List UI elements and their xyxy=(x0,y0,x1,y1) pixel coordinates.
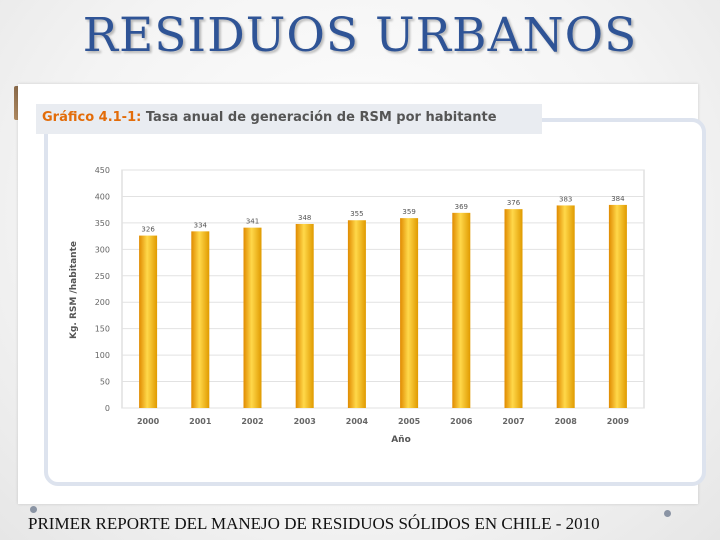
x-tick-label: 2002 xyxy=(241,417,263,426)
data-label: 359 xyxy=(402,208,415,216)
y-tick-label: 50 xyxy=(100,378,110,387)
bar xyxy=(139,235,158,408)
y-tick-label: 400 xyxy=(95,192,110,201)
x-tick-label: 2007 xyxy=(502,417,524,426)
figure-caption: Gráfico 4.1-1: Tasa anual de generación … xyxy=(42,110,497,125)
y-tick-label: 450 xyxy=(95,166,110,175)
decor-dot-left xyxy=(30,506,37,513)
x-tick-label: 2001 xyxy=(189,417,212,426)
x-tick-label: 2004 xyxy=(346,417,369,426)
bar xyxy=(243,227,262,408)
bar xyxy=(452,212,471,408)
bar xyxy=(504,209,523,408)
x-tick-label: 2003 xyxy=(294,417,316,426)
figure-caption-text: Tasa anual de generación de RSM por habi… xyxy=(145,110,497,125)
bar xyxy=(347,220,366,408)
data-label: 334 xyxy=(194,221,208,229)
y-tick-label: 300 xyxy=(95,245,110,254)
data-label: 369 xyxy=(455,203,468,211)
y-axis-label: Kg. RSM /habitante xyxy=(69,241,79,339)
data-label: 341 xyxy=(246,218,259,226)
bar xyxy=(295,223,314,408)
photo-edge xyxy=(14,86,20,120)
data-label: 355 xyxy=(350,210,363,218)
data-label: 326 xyxy=(141,226,155,234)
data-label: 383 xyxy=(559,195,572,203)
bar-chart: 0 50 100 150 200 250 300 350 400 450 326 334 341 348… xyxy=(69,166,645,445)
slide-footer: PRIMER REPORTE DEL MANEJO DE RESIDUOS SÓ… xyxy=(28,514,600,533)
bar xyxy=(608,204,627,408)
y-tick-label: 200 xyxy=(95,298,110,307)
figure-label: Gráfico 4.1-1: xyxy=(42,110,142,125)
x-tick-label: 2008 xyxy=(555,417,578,426)
figure-header xyxy=(36,104,542,134)
x-tick-label: 2000 xyxy=(137,417,160,426)
y-tick-label: 100 xyxy=(95,351,110,360)
x-tick-label: 2005 xyxy=(398,417,421,426)
slide-title: RESIDUOS URBANOS xyxy=(82,8,638,63)
y-tick-label: 0 xyxy=(105,404,110,413)
y-tick-label: 150 xyxy=(95,325,110,334)
bar xyxy=(191,231,210,408)
x-tick-label: 2009 xyxy=(607,417,630,426)
x-tick-label: 2006 xyxy=(450,417,473,426)
y-tick-label: 350 xyxy=(95,219,110,228)
bar xyxy=(400,218,419,408)
y-tick-label: 250 xyxy=(95,272,110,281)
data-label: 376 xyxy=(507,199,521,207)
decor-dot-right xyxy=(664,510,671,517)
bar xyxy=(556,205,575,408)
data-label: 348 xyxy=(298,214,311,222)
data-label: 384 xyxy=(611,195,625,203)
x-axis-label: Año xyxy=(391,435,411,445)
